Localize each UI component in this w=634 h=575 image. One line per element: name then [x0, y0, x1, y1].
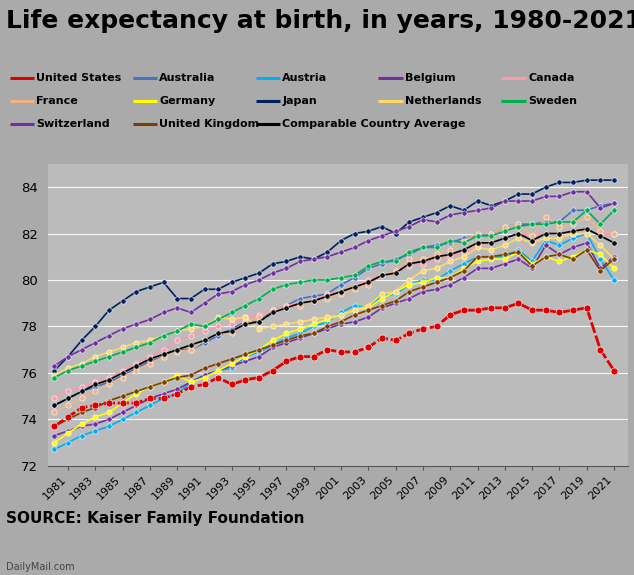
Text: Germany: Germany	[159, 95, 216, 106]
Text: Belgium: Belgium	[405, 72, 456, 83]
Text: Life expectancy at birth, in years, 1980-2021: Life expectancy at birth, in years, 1980…	[6, 9, 634, 33]
Text: France: France	[36, 95, 78, 106]
Text: Japan: Japan	[282, 95, 317, 106]
Text: United Kingdom: United Kingdom	[159, 118, 259, 129]
Text: DailyMail.com: DailyMail.com	[6, 562, 75, 572]
Text: Austria: Austria	[282, 72, 327, 83]
Text: Switzerland: Switzerland	[36, 118, 110, 129]
Text: Canada: Canada	[528, 72, 574, 83]
Text: Australia: Australia	[159, 72, 216, 83]
Text: Sweden: Sweden	[528, 95, 577, 106]
Text: Comparable Country Average: Comparable Country Average	[282, 118, 465, 129]
Text: Netherlands: Netherlands	[405, 95, 482, 106]
Text: SOURCE: Kaiser Family Foundation: SOURCE: Kaiser Family Foundation	[6, 511, 305, 526]
Text: United States: United States	[36, 72, 121, 83]
